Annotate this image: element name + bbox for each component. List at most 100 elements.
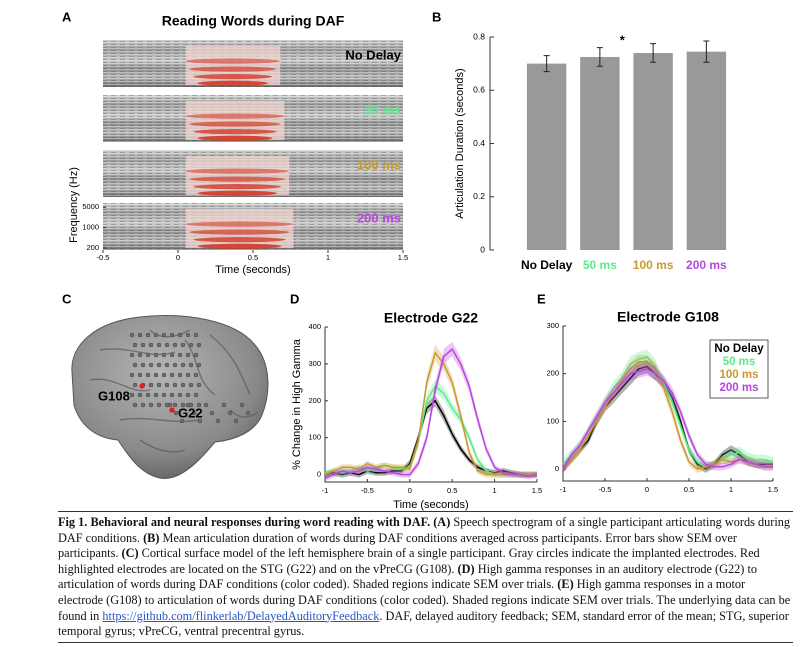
electrode bbox=[172, 342, 178, 348]
formant-band bbox=[185, 113, 285, 119]
electrode-label: G108 bbox=[98, 388, 130, 403]
y-tick-label: 0.2 bbox=[473, 191, 485, 201]
electrode bbox=[140, 362, 146, 368]
electrode bbox=[203, 402, 209, 408]
panel-letter: A bbox=[62, 9, 72, 24]
x-tick-label: 1 bbox=[729, 485, 733, 494]
electrode bbox=[164, 362, 170, 368]
formant-band bbox=[197, 135, 273, 141]
electrode bbox=[196, 342, 202, 348]
electrode bbox=[193, 352, 199, 358]
y-tick-label: 0.4 bbox=[473, 138, 485, 148]
electrode bbox=[185, 332, 191, 338]
formant-band bbox=[189, 121, 281, 127]
electrode bbox=[145, 332, 151, 338]
electrode bbox=[129, 352, 135, 358]
panel-title: Electrode G108 bbox=[617, 309, 719, 325]
x-tick-label: 0 bbox=[645, 485, 649, 494]
electrode bbox=[161, 332, 167, 338]
x-tick-label: 0.5 bbox=[248, 253, 258, 262]
electrode bbox=[245, 410, 251, 416]
electrode bbox=[177, 352, 183, 358]
electrode bbox=[180, 342, 186, 348]
caption-text: (E) bbox=[557, 577, 574, 592]
electrode bbox=[129, 372, 135, 378]
formant-band bbox=[185, 221, 294, 227]
caption-rule bbox=[58, 511, 793, 512]
electrode bbox=[172, 382, 178, 388]
electrode bbox=[145, 392, 151, 398]
electrode bbox=[221, 402, 227, 408]
electrode bbox=[148, 342, 154, 348]
panel-letter: B bbox=[432, 9, 441, 24]
caption-link[interactable]: https://github.com/flinkerlab/DelayedAud… bbox=[102, 608, 380, 623]
panel-title: Reading Words during DAF bbox=[162, 13, 345, 29]
series-line bbox=[562, 368, 773, 470]
electrode bbox=[172, 402, 178, 408]
category-label: No Delay bbox=[521, 258, 573, 272]
formant-band bbox=[193, 74, 272, 80]
electrode bbox=[180, 382, 186, 388]
formant-band bbox=[189, 176, 285, 182]
electrode bbox=[177, 372, 183, 378]
y-tick-label: 0.6 bbox=[473, 85, 485, 95]
electrode bbox=[227, 410, 233, 416]
electrode bbox=[188, 362, 194, 368]
caption-text: . DAF, delayed auditory feedback; SEM, s… bbox=[58, 608, 789, 639]
category-label: 50 ms bbox=[583, 258, 617, 272]
electrode bbox=[137, 352, 143, 358]
electrode bbox=[209, 410, 215, 416]
electrode bbox=[196, 362, 202, 368]
electrode bbox=[129, 332, 135, 338]
formant-band bbox=[193, 184, 281, 190]
x-tick-label: 1 bbox=[326, 253, 330, 262]
electrode bbox=[167, 402, 173, 408]
electrode bbox=[180, 362, 186, 368]
bar bbox=[686, 51, 727, 250]
electrode bbox=[132, 362, 138, 368]
electrode bbox=[177, 392, 183, 398]
formant-band bbox=[197, 80, 268, 86]
caption: Fig 1. Behavioral and neural responses d… bbox=[58, 515, 793, 640]
electrode bbox=[153, 332, 159, 338]
electrode bbox=[129, 392, 135, 398]
y-tick-label: 100 bbox=[546, 416, 559, 425]
electrode bbox=[148, 382, 154, 388]
electrode bbox=[193, 392, 199, 398]
electrode bbox=[164, 342, 170, 348]
x-tick-label: 1.5 bbox=[398, 253, 408, 262]
error-bar bbox=[703, 40, 710, 63]
electrode bbox=[169, 392, 175, 398]
formant-band bbox=[189, 66, 276, 72]
y-tick-label: 300 bbox=[308, 359, 321, 368]
highlighted-electrode bbox=[169, 407, 175, 413]
category-label: 100 ms bbox=[633, 258, 674, 272]
legend-entry: 100 ms bbox=[719, 369, 758, 381]
legend-entry: 50 ms bbox=[723, 356, 756, 368]
x-tick-label: 1.5 bbox=[532, 486, 542, 495]
x-tick-label: 1.5 bbox=[768, 485, 778, 494]
electrode bbox=[132, 342, 138, 348]
electrode bbox=[169, 352, 175, 358]
x-tick-label: -0.5 bbox=[599, 485, 612, 494]
sem-band bbox=[563, 355, 773, 473]
formant-band bbox=[189, 229, 290, 235]
y-tick-label: 300 bbox=[546, 321, 559, 330]
electrode bbox=[156, 382, 162, 388]
electrode bbox=[156, 362, 162, 368]
x-tick-label: -1 bbox=[322, 486, 329, 495]
formant-band bbox=[197, 243, 282, 249]
panel-letter: C bbox=[62, 291, 72, 306]
caption-text: Cortical surface model of the left hemis… bbox=[58, 546, 760, 576]
electrode bbox=[179, 418, 185, 424]
sem-band bbox=[563, 349, 773, 471]
electrode bbox=[188, 382, 194, 388]
condition-label: 50 ms bbox=[364, 102, 401, 117]
electrode bbox=[140, 342, 146, 348]
electrode bbox=[185, 372, 191, 378]
y-tick-label: 0 bbox=[555, 464, 559, 473]
electrode bbox=[196, 382, 202, 388]
y-tick-label: 0 bbox=[480, 244, 485, 254]
error-bar bbox=[543, 55, 550, 73]
x-tick-label: -1 bbox=[560, 485, 567, 494]
